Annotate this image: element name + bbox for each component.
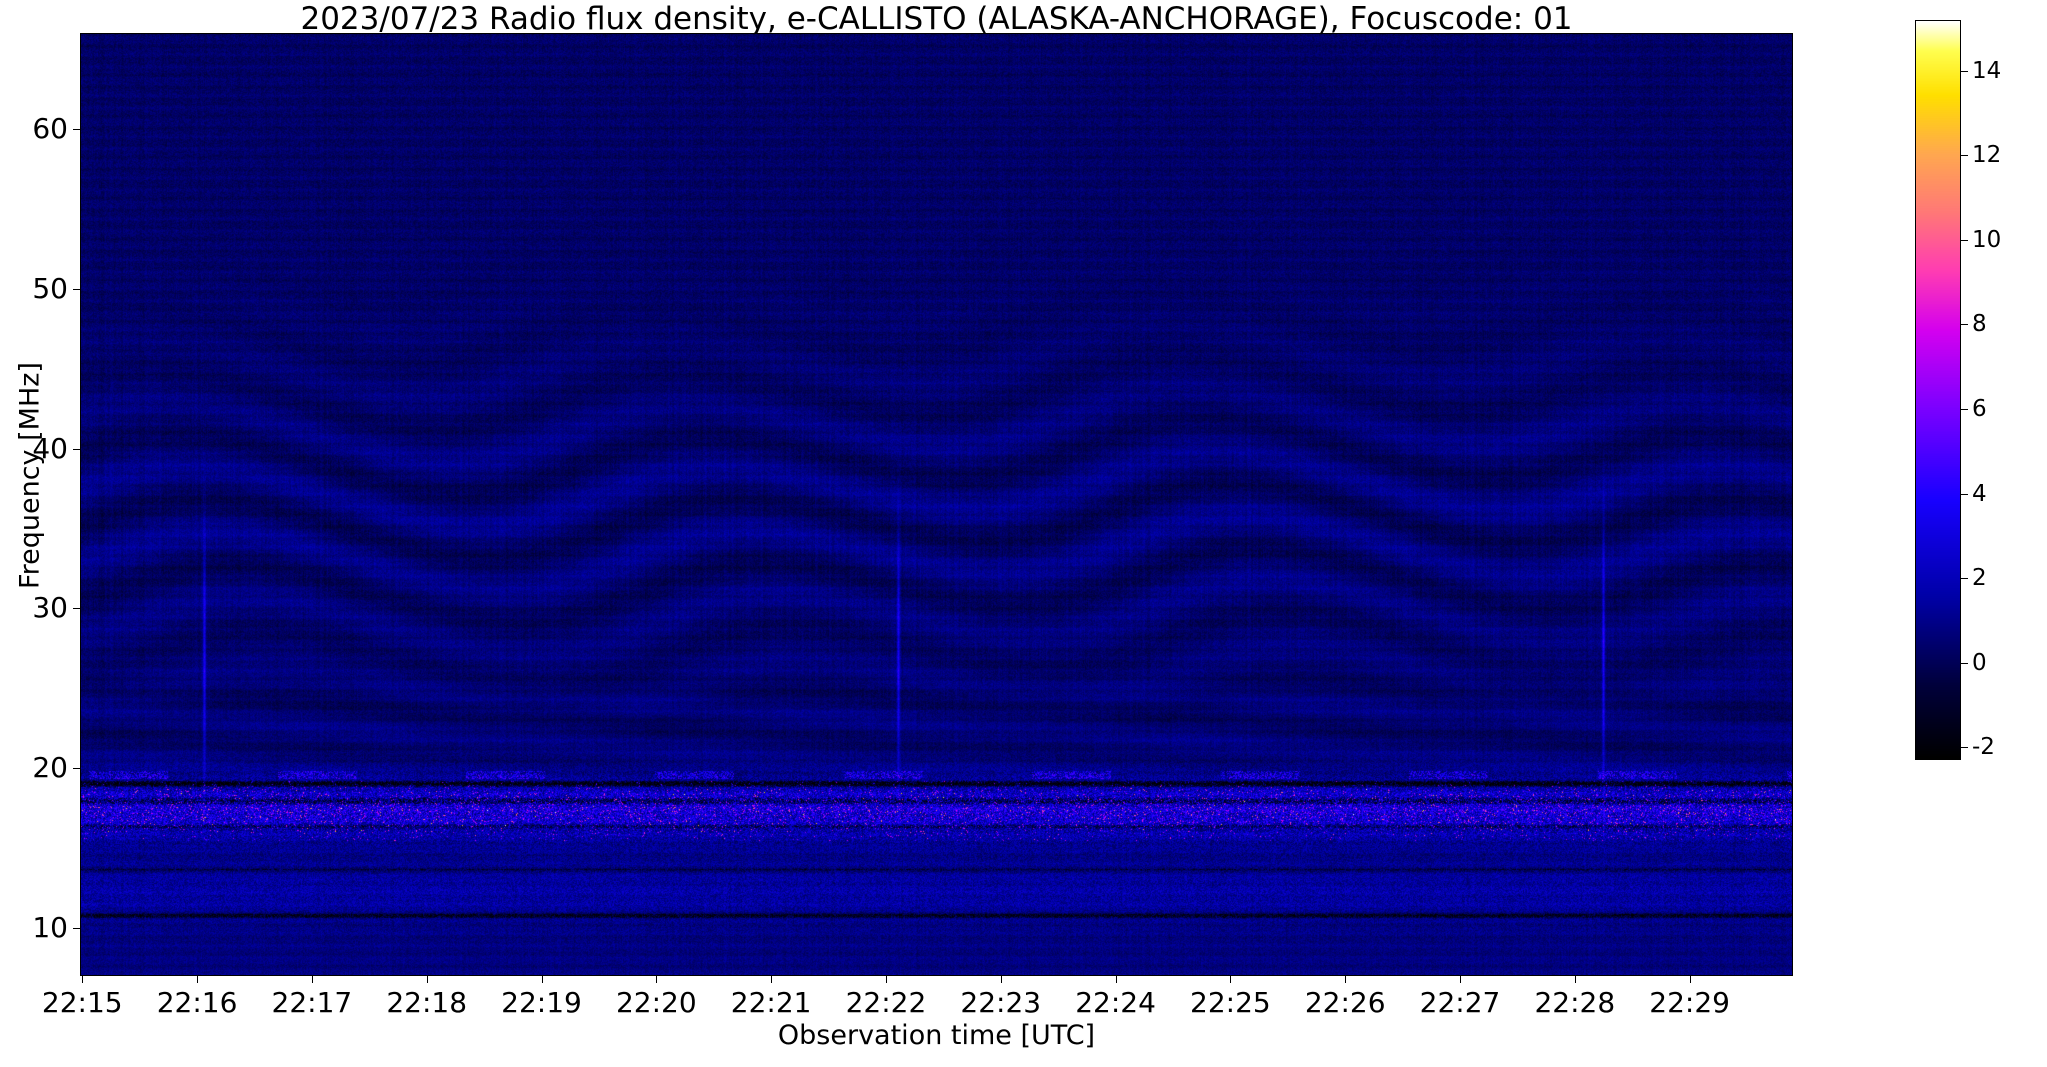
y-tick-mark [73,448,80,450]
colorbar-tick-label: 10 [1972,226,2002,253]
colorbar-gradient [1916,21,1960,759]
colorbar-tick-mark [1961,747,1968,749]
y-tick-label: 30 [32,591,68,625]
y-tick-label: 50 [32,271,68,305]
x-tick-label: 22:23 [960,986,1042,1019]
x-tick-label: 22:18 [386,986,468,1019]
colorbar-tick-label: 6 [1972,396,1987,423]
x-tick-mark [197,976,199,983]
y-tick-label: 20 [32,751,68,785]
x-tick-mark [1115,976,1117,983]
colorbar-tick-mark [1961,70,1968,72]
x-tick-mark [656,976,658,983]
colorbar-tick-mark [1961,493,1968,495]
x-tick-label: 22:28 [1534,986,1616,1019]
colorbar-tick-mark [1961,239,1968,241]
x-tick-mark [311,976,313,983]
colorbar-tick-label: -2 [1972,734,1995,761]
colorbar-tick-mark [1961,324,1968,326]
y-tick-mark [73,608,80,610]
y-tick-label: 10 [32,911,68,945]
x-tick-label: 22:27 [1419,986,1501,1019]
colorbar-tick-label: 8 [1972,311,1987,338]
colorbar-tick-mark [1961,155,1968,157]
x-tick-mark [541,976,543,983]
x-tick-mark [426,976,428,983]
y-tick-label: 40 [32,431,68,465]
x-axis-label: Observation time [UTC] [777,1020,1096,1051]
x-tick-mark [771,976,773,983]
x-tick-label: 22:21 [730,986,812,1019]
y-tick-label: 60 [32,111,68,145]
x-tick-mark [1000,976,1002,983]
x-tick-mark [1574,976,1576,983]
colorbar-tick-label: 4 [1972,480,1987,507]
x-tick-label: 22:16 [156,986,238,1019]
x-tick-label: 22:25 [1190,986,1271,1019]
x-tick-label: 22:19 [501,986,582,1019]
colorbar-tick-label: 0 [1972,649,1987,676]
colorbar-tick-label: 14 [1972,57,2002,84]
colorbar-tick-mark [1961,662,1968,664]
x-tick-mark [1689,976,1691,983]
y-tick-mark [73,288,80,290]
x-tick-label: 22:17 [271,986,353,1019]
x-tick-label: 22:24 [1075,986,1156,1019]
colorbar-tick-mark [1961,409,1968,411]
colorbar[interactable] [1915,20,1961,760]
x-tick-label: 22:29 [1649,986,1731,1019]
colorbar-tick-mark [1961,578,1968,580]
colorbar-tick-label: 12 [1972,142,2002,169]
x-tick-mark [82,976,84,983]
spectrogram-axes[interactable] [80,33,1793,976]
page-title: 2023/07/23 Radio flux density, e-CALLIST… [300,1,1573,37]
spectrogram-image [81,34,1792,975]
x-tick-label: 22:22 [845,986,927,1019]
colorbar-tick-label: 2 [1972,565,1987,592]
x-tick-mark [885,976,887,983]
x-tick-mark [1460,976,1462,983]
y-tick-mark [73,928,80,930]
x-tick-mark [1345,976,1347,983]
x-tick-mark [1230,976,1232,983]
x-tick-label: 22:20 [615,986,697,1019]
x-tick-label: 22:26 [1304,986,1386,1019]
y-tick-mark [73,128,80,130]
x-tick-label: 22:15 [41,986,123,1019]
y-tick-mark [73,768,80,770]
y-axis-label: Frequency [MHz] [14,362,46,589]
